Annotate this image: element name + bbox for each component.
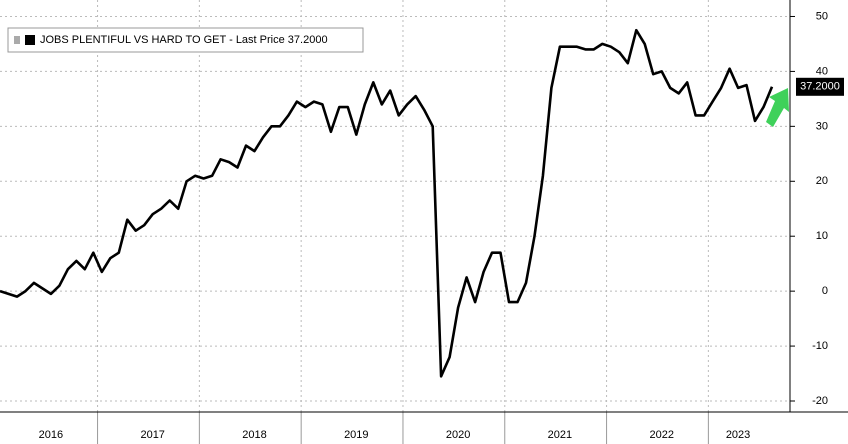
last-price-box bbox=[796, 77, 844, 96]
legend-handle bbox=[14, 36, 20, 44]
legend-last-price: 37.2000 bbox=[288, 34, 328, 46]
legend-series: JOBS PLENTIFUL VS HARD TO GET bbox=[40, 34, 227, 46]
y-tick-label: -10 bbox=[812, 340, 828, 352]
legend: JOBS PLENTIFUL VS HARD TO GET - Last Pri… bbox=[7, 27, 364, 53]
y-tick-label: 40 bbox=[816, 65, 828, 77]
x-tick-label: 2018 bbox=[242, 429, 266, 441]
legend-swatch bbox=[25, 35, 35, 45]
y-tick-label: 0 bbox=[822, 285, 828, 297]
legend-caption: - Last Price bbox=[229, 34, 285, 46]
series-line bbox=[0, 28, 774, 378]
x-tick-label: 2020 bbox=[446, 429, 470, 441]
arrow bbox=[766, 88, 789, 127]
green-arrow bbox=[766, 88, 789, 127]
x-tick-label: 2019 bbox=[344, 429, 368, 441]
y-tick-label: 20 bbox=[816, 175, 828, 187]
x-tick-label: 2023 bbox=[726, 429, 750, 441]
y-tick-label: -20 bbox=[812, 395, 828, 407]
x-tick-label: 2022 bbox=[649, 429, 673, 441]
x-tick-label: 2021 bbox=[548, 429, 572, 441]
y-tick-label: 30 bbox=[816, 120, 828, 132]
last-price-label: 37.2000 bbox=[800, 81, 840, 93]
legend-box bbox=[7, 27, 364, 53]
x-tick-label: 2017 bbox=[140, 429, 164, 441]
legend-text: JOBS PLENTIFUL VS HARD TO GET - Last Pri… bbox=[40, 34, 328, 46]
y-tick-label: 50 bbox=[816, 10, 828, 22]
y-tick-label: 10 bbox=[816, 230, 828, 242]
x-tick-label: 2016 bbox=[39, 429, 63, 441]
